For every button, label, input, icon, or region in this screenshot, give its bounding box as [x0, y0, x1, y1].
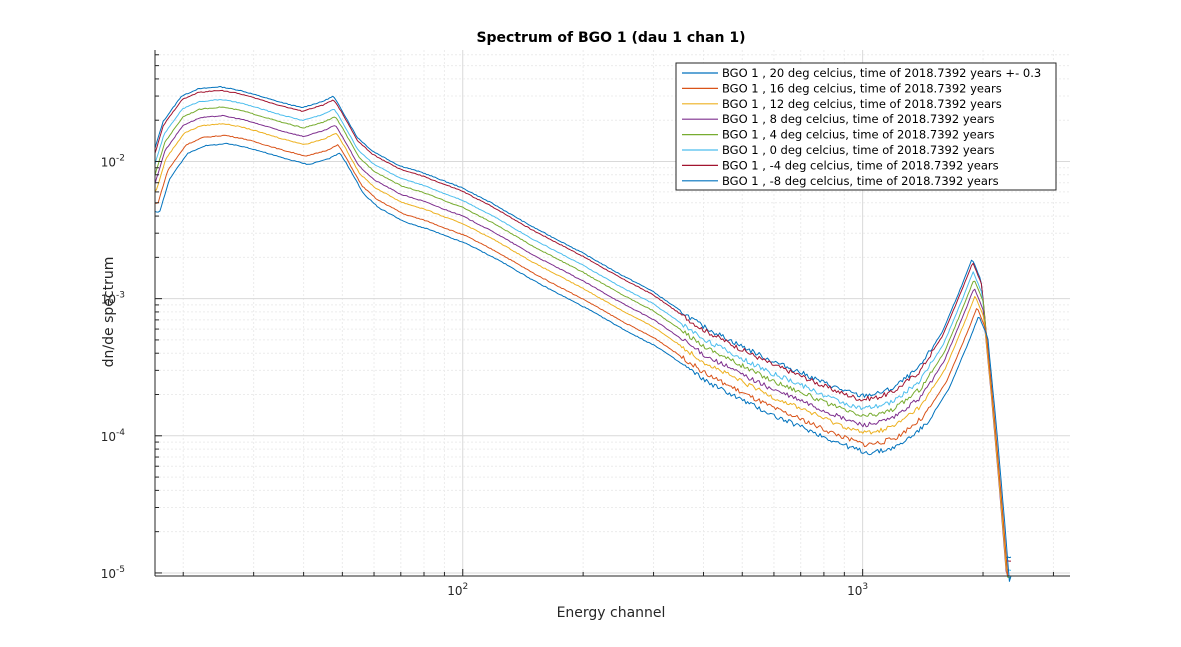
x-tick-label: 103 [847, 582, 868, 598]
y-axis-label: dn/de spectrum [101, 257, 117, 368]
legend-label: BGO 1 , 12 deg celcius, time of 2018.739… [722, 97, 1002, 111]
series-line [154, 114, 1009, 577]
plot-area [154, 86, 1012, 582]
legend-label: BGO 1 , -4 deg celcius, time of 2018.739… [722, 158, 999, 172]
legend-label: BGO 1 , 8 deg celcius, time of 2018.7392… [722, 112, 994, 126]
x-tick-label: 102 [447, 582, 468, 598]
legend-box [675, 62, 1057, 191]
grid [155, 50, 1070, 576]
series-line [154, 89, 1011, 562]
y-tick-label: 10-4 [101, 428, 126, 444]
legend: BGO 1 , 20 deg celcius, time of 2018.739… [675, 62, 1057, 191]
y-tick-label: 10-5 [101, 565, 125, 581]
legend-label: BGO 1 , 0 deg celcius, time of 2018.7392… [722, 143, 994, 157]
series-line [154, 106, 1012, 579]
series-line [154, 142, 1012, 582]
series-line [154, 86, 1012, 559]
x-axis-label: Energy channel [557, 605, 666, 621]
series-line [154, 99, 1012, 571]
legend-label: BGO 1 , 16 deg celcius, time of 2018.739… [722, 81, 1002, 95]
chart-title: Spectrum of BGO 1 (dau 1 chan 1) [476, 30, 745, 46]
legend-label: BGO 1 , 4 deg celcius, time of 2018.7392… [722, 128, 994, 142]
series-line [154, 123, 1009, 577]
legend-label: BGO 1 , -8 deg celcius, time of 2018.739… [722, 174, 999, 188]
y-tick-label: 10-2 [101, 153, 125, 169]
legend-label: BGO 1 , 20 deg celcius, time of 2018.739… [722, 66, 1041, 80]
series-line [154, 134, 1010, 577]
